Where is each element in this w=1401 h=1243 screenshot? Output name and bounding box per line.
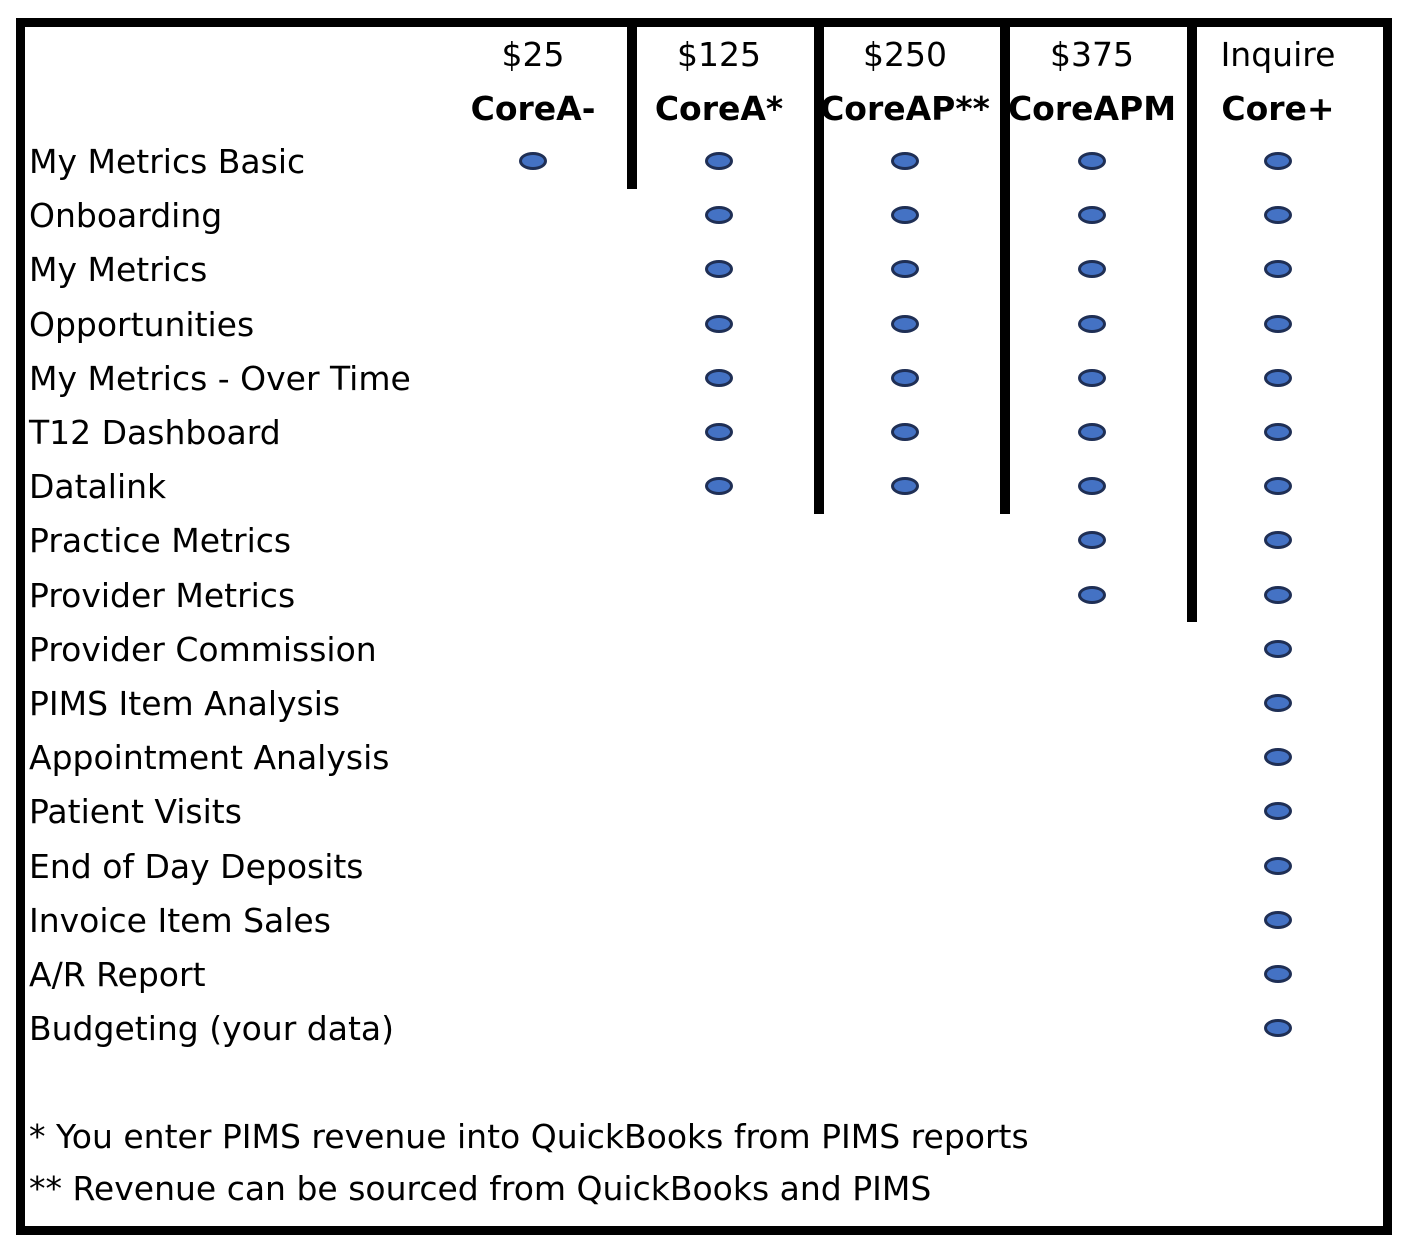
column-divider: [1187, 27, 1197, 622]
included-dot-icon: [1264, 694, 1292, 712]
included-dot-icon: [891, 260, 919, 279]
included-dot-icon: [1264, 910, 1292, 929]
feature-label: My Metrics Basic: [29, 142, 306, 181]
feature-label: T12 Dashboard: [29, 413, 281, 452]
included-dot-icon: [1264, 314, 1292, 333]
tier-name: CoreAP**: [820, 89, 990, 128]
included-dot-icon: [1078, 152, 1106, 170]
feature-label: Provider Metrics: [29, 575, 296, 615]
included-dot-icon: [1264, 639, 1292, 658]
tier-name: CoreA-: [470, 89, 596, 128]
included-dot-icon: [1078, 585, 1106, 604]
included-dot-icon: [705, 368, 733, 387]
feature-label: A/R Report: [29, 955, 206, 994]
included-dot-icon: [1078, 477, 1106, 496]
feature-label: Appointment Analysis: [29, 738, 390, 778]
tier-name: CoreAPM: [1007, 89, 1177, 128]
column-divider: [627, 27, 637, 189]
included-dot-icon: [1264, 260, 1292, 279]
feature-label: My Metrics: [29, 250, 208, 290]
tier-price: $125: [677, 35, 761, 74]
included-dot-icon: [705, 477, 733, 496]
included-dot-icon: [705, 260, 733, 279]
included-dot-icon: [1264, 423, 1292, 441]
included-dot-icon: [891, 152, 919, 170]
included-dot-icon: [891, 314, 919, 333]
included-dot-icon: [891, 368, 919, 387]
included-dot-icon: [891, 423, 919, 441]
column-divider: [814, 27, 824, 514]
included-dot-icon: [1264, 206, 1292, 225]
included-dot-icon: [1264, 368, 1292, 387]
included-dot-icon: [1078, 531, 1106, 550]
included-dot-icon: [1264, 748, 1292, 767]
included-dot-icon: [519, 152, 547, 170]
included-dot-icon: [1264, 856, 1292, 875]
tier-name: Core+: [1221, 89, 1335, 128]
feature-label: PIMS Item Analysis: [29, 684, 341, 723]
feature-label: My Metrics - Over Time: [29, 358, 411, 398]
feature-label: End of Day Deposits: [29, 846, 364, 886]
footnote: ** Revenue can be sourced from QuickBook…: [29, 1169, 932, 1208]
included-dot-icon: [1264, 152, 1292, 170]
tier-price: $250: [863, 35, 947, 74]
included-dot-icon: [705, 206, 733, 225]
included-dot-icon: [1264, 585, 1292, 604]
feature-label: Provider Commission: [29, 629, 377, 669]
tier-price: Inquire: [1220, 35, 1336, 74]
column-divider: [1000, 27, 1010, 514]
included-dot-icon: [705, 152, 733, 170]
feature-label: Invoice Item Sales: [29, 900, 331, 940]
feature-label: Patient Visits: [29, 792, 242, 832]
tier-price: $375: [1050, 35, 1134, 74]
tier-price: $25: [501, 35, 565, 74]
included-dot-icon: [1078, 368, 1106, 387]
feature-label: Budgeting (your data): [29, 1009, 394, 1049]
included-dot-icon: [1078, 423, 1106, 441]
included-dot-icon: [1264, 531, 1292, 550]
included-dot-icon: [1264, 965, 1292, 983]
included-dot-icon: [891, 206, 919, 225]
included-dot-icon: [1078, 260, 1106, 279]
feature-label: Opportunities: [29, 304, 255, 344]
comparison-frame: [16, 18, 1392, 1235]
included-dot-icon: [705, 314, 733, 333]
included-dot-icon: [1264, 802, 1292, 821]
included-dot-icon: [1264, 477, 1292, 496]
tier-name: CoreA*: [654, 89, 784, 128]
footnote: * You enter PIMS revenue into QuickBooks…: [29, 1117, 1029, 1156]
included-dot-icon: [891, 477, 919, 496]
included-dot-icon: [1078, 314, 1106, 333]
included-dot-icon: [705, 423, 733, 441]
included-dot-icon: [1078, 206, 1106, 225]
feature-label: Datalink: [29, 467, 167, 507]
included-dot-icon: [1264, 1019, 1292, 1038]
feature-label: Onboarding: [29, 196, 223, 236]
feature-label: Practice Metrics: [29, 521, 292, 561]
